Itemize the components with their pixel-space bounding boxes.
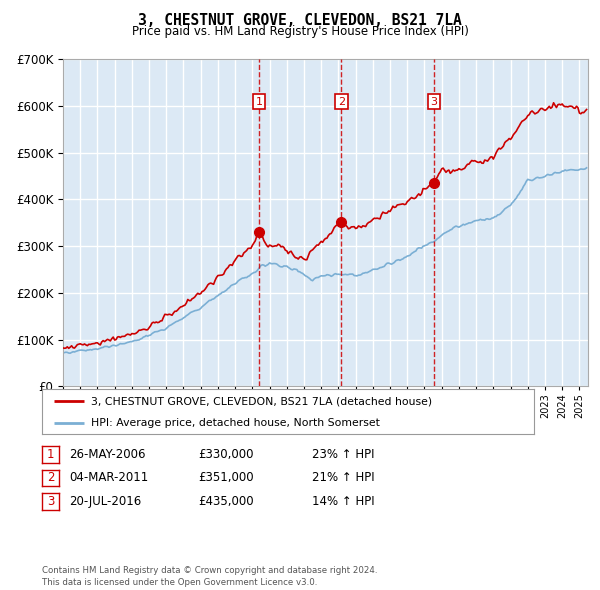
Text: Price paid vs. HM Land Registry's House Price Index (HPI): Price paid vs. HM Land Registry's House …: [131, 25, 469, 38]
Text: £330,000: £330,000: [198, 448, 254, 461]
Text: 3: 3: [430, 97, 437, 107]
Text: 2: 2: [338, 97, 345, 107]
Text: 26-MAY-2006: 26-MAY-2006: [69, 448, 146, 461]
Text: 04-MAR-2011: 04-MAR-2011: [69, 471, 148, 484]
Text: Contains HM Land Registry data © Crown copyright and database right 2024.
This d: Contains HM Land Registry data © Crown c…: [42, 566, 377, 587]
Text: £351,000: £351,000: [198, 471, 254, 484]
Text: £435,000: £435,000: [198, 495, 254, 508]
Text: 3, CHESTNUT GROVE, CLEVEDON, BS21 7LA: 3, CHESTNUT GROVE, CLEVEDON, BS21 7LA: [138, 13, 462, 28]
Text: 21% ↑ HPI: 21% ↑ HPI: [312, 471, 374, 484]
Text: 3, CHESTNUT GROVE, CLEVEDON, BS21 7LA (detached house): 3, CHESTNUT GROVE, CLEVEDON, BS21 7LA (d…: [91, 396, 433, 407]
Text: 3: 3: [47, 495, 54, 508]
Text: 23% ↑ HPI: 23% ↑ HPI: [312, 448, 374, 461]
Text: 1: 1: [47, 448, 54, 461]
Text: 14% ↑ HPI: 14% ↑ HPI: [312, 495, 374, 508]
Text: 1: 1: [256, 97, 262, 107]
Text: 2: 2: [47, 471, 54, 484]
Text: HPI: Average price, detached house, North Somerset: HPI: Average price, detached house, Nort…: [91, 418, 380, 428]
Text: 20-JUL-2016: 20-JUL-2016: [69, 495, 141, 508]
